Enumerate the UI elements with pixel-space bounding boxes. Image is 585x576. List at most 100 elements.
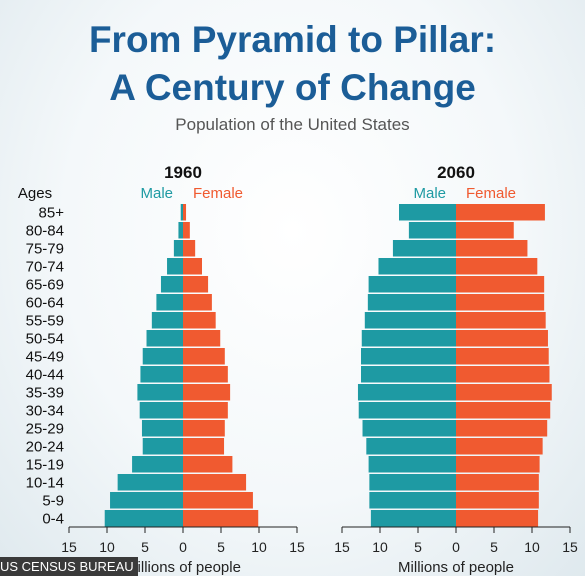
bar-male-1960-30-34 (139, 402, 183, 419)
bar-male-2060-40-44 (361, 366, 456, 383)
bar-female-2060-10-14 (456, 474, 539, 491)
bar-male-1960-80-84 (178, 222, 183, 239)
bar-male-2060-25-29 (362, 420, 456, 437)
x-axis-label-1960: Millions of people (125, 559, 241, 576)
bar-male-2060-35-39 (357, 384, 456, 401)
age-label-80-84: 80-84 (26, 222, 64, 239)
legend-female-1960: Female (193, 185, 243, 202)
bar-male-1960-85+ (180, 204, 183, 221)
age-label-15-19: 15-19 (26, 456, 64, 473)
age-label-20-24: 20-24 (26, 438, 64, 455)
bar-female-1960-0-4 (183, 510, 259, 527)
bar-female-1960-25-29 (183, 420, 225, 437)
bar-female-2060-45-49 (456, 348, 549, 365)
bar-male-1960-55-59 (151, 312, 183, 329)
bar-female-2060-80-84 (456, 222, 514, 239)
legend-female-2060: Female (466, 185, 516, 202)
source-credit: US CENSUS BUREAU (0, 557, 138, 576)
bar-female-2060-50-54 (456, 330, 548, 347)
bar-female-2060-75-79 (456, 240, 528, 257)
x-tick-label-2060-2: 5 (414, 539, 422, 555)
x-tick-label-2060-6: 15 (562, 539, 578, 555)
bar-female-2060-0-4 (456, 510, 539, 527)
age-label-25-29: 25-29 (26, 420, 64, 437)
bar-male-1960-70-74 (167, 258, 183, 275)
x-tick-label-1960-6: 15 (289, 539, 305, 555)
age-label-50-54: 50-54 (26, 330, 64, 347)
bar-male-2060-65-69 (368, 276, 456, 293)
bar-male-1960-35-39 (137, 384, 183, 401)
bar-female-2060-55-59 (456, 312, 546, 329)
bar-male-2060-5-9 (369, 492, 456, 509)
age-label-30-34: 30-34 (26, 402, 64, 419)
age-label-40-44: 40-44 (26, 366, 64, 383)
bar-male-2060-50-54 (361, 330, 456, 347)
age-label-5-9: 5-9 (42, 492, 64, 509)
bar-male-1960-65-69 (160, 276, 183, 293)
bar-male-1960-45-49 (142, 348, 183, 365)
age-label-0-4: 0-4 (42, 510, 64, 527)
x-tick-label-2060-5: 10 (524, 539, 540, 555)
chart-title: From Pyramid to Pillar: A Century of Cha… (0, 16, 585, 112)
x-tick-label-1960-5: 10 (251, 539, 267, 555)
bar-male-2060-0-4 (370, 510, 456, 527)
x-tick-label-2060-4: 5 (490, 539, 498, 555)
panel-title-1960: 1960 (164, 163, 202, 182)
bar-male-2060-85+ (399, 204, 456, 221)
bar-male-1960-5-9 (110, 492, 183, 509)
bar-female-1960-30-34 (183, 402, 228, 419)
bar-female-1960-85+ (183, 204, 187, 221)
bar-male-1960-20-24 (142, 438, 183, 455)
bar-male-2060-80-84 (408, 222, 456, 239)
age-label-85+: 85+ (39, 204, 65, 221)
bar-male-2060-20-24 (366, 438, 456, 455)
bar-male-2060-10-14 (369, 474, 456, 491)
bar-female-2060-70-74 (456, 258, 538, 275)
x-tick-label-2060-3: 0 (452, 539, 460, 555)
bar-female-1960-10-14 (183, 474, 247, 491)
bar-male-1960-50-54 (146, 330, 183, 347)
bar-male-1960-0-4 (104, 510, 183, 527)
chart-subtitle: Population of the United States (175, 115, 410, 134)
bar-male-2060-55-59 (364, 312, 456, 329)
bar-male-1960-10-14 (117, 474, 183, 491)
bar-female-2060-85+ (456, 204, 545, 221)
bar-female-2060-65-69 (456, 276, 545, 293)
x-tick-label-1960-4: 5 (217, 539, 225, 555)
bar-male-2060-60-64 (367, 294, 456, 311)
age-label-35-39: 35-39 (26, 384, 64, 401)
x-tick-label-2060-1: 10 (372, 539, 388, 555)
title-line-1: From Pyramid to Pillar: (88, 19, 497, 60)
title-line-2: A Century of Change (109, 67, 476, 108)
age-label-70-74: 70-74 (26, 258, 64, 275)
bar-male-2060-45-49 (361, 348, 456, 365)
bar-female-1960-20-24 (183, 438, 225, 455)
bar-female-1960-35-39 (183, 384, 231, 401)
legend-male-2060: Male (413, 185, 446, 202)
bar-female-1960-5-9 (183, 492, 253, 509)
bar-male-1960-15-19 (132, 456, 183, 473)
bar-female-2060-5-9 (456, 492, 539, 509)
bar-female-1960-75-79 (183, 240, 196, 257)
bar-female-1960-70-74 (183, 258, 202, 275)
bar-male-1960-25-29 (141, 420, 183, 437)
x-tick-label-1960-2: 5 (141, 539, 149, 555)
bar-female-2060-60-64 (456, 294, 545, 311)
age-label-60-64: 60-64 (26, 294, 64, 311)
ages-header: Ages (18, 185, 52, 202)
bar-male-2060-70-74 (378, 258, 456, 275)
age-label-55-59: 55-59 (26, 312, 64, 329)
x-axis-label-2060: Millions of people (398, 559, 514, 576)
bar-male-2060-15-19 (368, 456, 456, 473)
x-tick-label-2060-0: 15 (334, 539, 350, 555)
bar-female-1960-40-44 (183, 366, 228, 383)
x-tick-label-1960-0: 15 (61, 539, 77, 555)
age-label-75-79: 75-79 (26, 240, 64, 257)
bar-female-1960-55-59 (183, 312, 216, 329)
bar-female-2060-25-29 (456, 420, 548, 437)
bar-female-2060-35-39 (456, 384, 552, 401)
bar-female-1960-15-19 (183, 456, 233, 473)
bar-male-2060-30-34 (358, 402, 456, 419)
bar-male-2060-75-79 (392, 240, 456, 257)
legend-male-1960: Male (140, 185, 173, 202)
